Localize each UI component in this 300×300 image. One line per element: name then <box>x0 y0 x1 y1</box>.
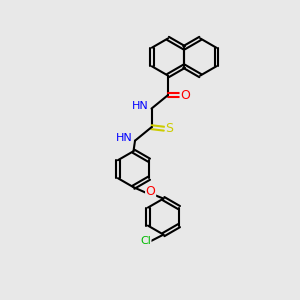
Text: O: O <box>146 185 155 198</box>
Text: HN: HN <box>132 101 149 111</box>
Text: Cl: Cl <box>140 236 151 246</box>
Text: S: S <box>166 122 173 135</box>
Text: O: O <box>180 88 190 102</box>
Text: HN: HN <box>116 133 133 143</box>
